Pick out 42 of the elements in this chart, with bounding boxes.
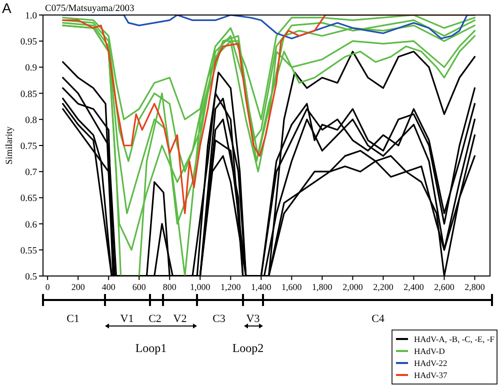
text: C2 xyxy=(148,313,162,325)
text: V2 xyxy=(173,313,187,325)
y-tick-label: 0.65 xyxy=(20,194,38,204)
text: Loop1 xyxy=(135,341,167,355)
y-tick-label: 0.75 xyxy=(20,142,38,152)
y-tick-label: 0.9 xyxy=(25,64,38,74)
y-tick-label: 0.7 xyxy=(25,168,38,178)
legend-label: HAdV-22 xyxy=(414,358,448,368)
x-tick-label: 1,400 xyxy=(251,282,272,292)
text: C4 xyxy=(372,313,385,325)
y-tick-label: 0.5 xyxy=(25,272,38,282)
x-tick-label: 400 xyxy=(102,282,116,292)
text: A xyxy=(2,0,12,16)
legend-label: HAdV-37 xyxy=(414,370,448,380)
legend-label: HAdV-A, -B, -C, -E, -F xyxy=(414,334,495,344)
x-tick-label: 0 xyxy=(45,282,50,292)
x-tick-label: 2,200 xyxy=(373,282,394,292)
x-tick-label: 1,600 xyxy=(282,282,302,292)
y-tick-label: 0.6 xyxy=(25,220,38,230)
text: V1 xyxy=(120,313,134,325)
x-tick-label: 2,600 xyxy=(434,282,455,292)
y-tick-label: 0.85 xyxy=(20,90,38,100)
text: C1 xyxy=(66,313,80,325)
y-axis-title: Similarity xyxy=(5,126,15,164)
x-tick-label: 800 xyxy=(162,282,177,292)
x-tick-label: 200 xyxy=(71,282,86,292)
y-tick-label: 0.95 xyxy=(20,38,38,48)
x-tick-label: 600 xyxy=(132,282,146,292)
x-tick-label: 1,800 xyxy=(312,282,333,292)
x-tick-label: 2,800 xyxy=(464,282,486,292)
text: Loop2 xyxy=(232,341,264,355)
y-tick-label: 1.0 xyxy=(25,12,38,22)
chart-title: C075/Matsuyama/2003 xyxy=(45,4,134,14)
x-tick-label: 1,200 xyxy=(220,282,242,292)
y-tick-label: 0.55 xyxy=(20,246,38,256)
x-tick-label: 2,000 xyxy=(342,282,364,292)
x-tick-label: 1,000 xyxy=(190,282,211,292)
text: V3 xyxy=(246,313,260,325)
y-tick-label: 0.8 xyxy=(25,116,38,126)
legend-label: HAdV-D xyxy=(414,346,445,356)
x-tick-label: 2,400 xyxy=(404,282,424,292)
text: C3 xyxy=(212,313,226,325)
